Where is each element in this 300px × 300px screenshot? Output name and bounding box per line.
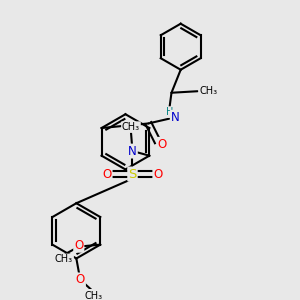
Text: H: H <box>166 107 174 117</box>
Text: CH₃: CH₃ <box>199 85 217 96</box>
Text: CH₃: CH₃ <box>122 122 140 132</box>
Text: CH₃: CH₃ <box>84 291 102 300</box>
Text: O: O <box>158 138 167 151</box>
Text: N: N <box>171 111 179 124</box>
Text: O: O <box>76 273 85 286</box>
Text: CH₃: CH₃ <box>55 254 73 264</box>
Text: O: O <box>102 168 112 181</box>
Text: N: N <box>128 145 137 158</box>
Text: O: O <box>74 239 83 252</box>
Text: S: S <box>128 168 137 181</box>
Text: O: O <box>153 168 163 181</box>
